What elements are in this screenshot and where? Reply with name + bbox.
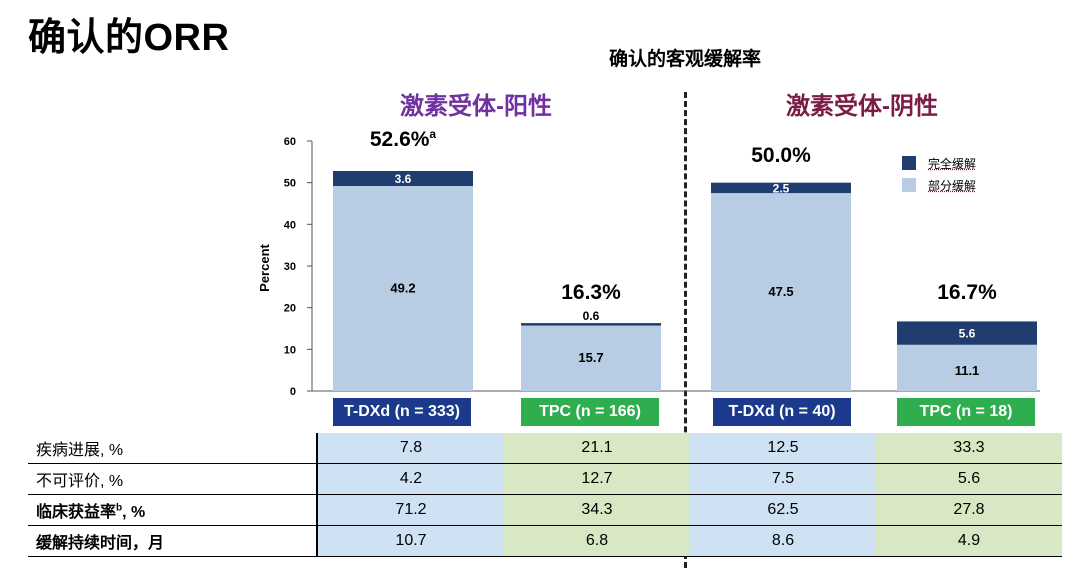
chart-legend: 完全缓解 部分缓解: [902, 152, 976, 196]
bar-complete-response: [521, 323, 661, 326]
table-cell: 12.5: [690, 433, 876, 464]
group-tag-tpc-neg: TPC (n = 18): [897, 398, 1035, 426]
table-cell: 33.3: [876, 433, 1062, 464]
page-title: 确认的ORR: [28, 17, 230, 59]
table-row: 临床获益率b, % 71.2 34.3 62.5 27.8: [28, 494, 1062, 526]
chart-subtitle: 确认的客观缓解率: [608, 49, 761, 70]
bar-label-complete: 2.5: [773, 181, 790, 195]
y-tick-label: 40: [284, 219, 296, 231]
outcomes-table: 疾病进展, % 7.8 21.1 12.5 33.3 不可评价, % 4.2 1…: [28, 433, 1062, 557]
group-tag-tdxd-pos: T-DXd (n = 333): [333, 398, 471, 426]
table-cell: 7.5: [690, 463, 876, 495]
table-cell: 8.6: [690, 525, 876, 557]
bar-label-partial: 49.2: [390, 281, 415, 296]
panel-title-hr-positive: 激素受体-阳性: [400, 93, 552, 120]
bar-partial-response: [711, 193, 851, 391]
legend-label-complete: 完全缓解: [928, 156, 977, 171]
bar-total-label: 50.0%: [751, 144, 811, 167]
y-tick-label: 50: [284, 178, 296, 190]
y-tick-label: 10: [284, 344, 296, 356]
y-tick-label: 30: [284, 261, 296, 273]
legend-item-partial: 部分缓解: [902, 174, 976, 196]
table-cell: 62.5: [690, 494, 876, 526]
bar-complete-response: [711, 182, 851, 194]
row-label: 缓解持续时间，月: [28, 525, 318, 557]
table-cell: 6.8: [504, 525, 690, 557]
group-tag-tdxd-neg: T-DXd (n = 40): [713, 398, 851, 426]
row-label: 不可评价, %: [28, 463, 318, 495]
panel-divider: [684, 92, 687, 568]
bar-complete-response: [333, 171, 473, 186]
y-tick-label: 60: [284, 136, 296, 148]
row-label: 疾病进展, %: [28, 433, 318, 464]
table-cell: 34.3: [504, 494, 690, 526]
legend-swatch-partial: [902, 178, 916, 192]
bar-total-label: 16.7%: [937, 281, 997, 304]
bar-label-partial: 47.5: [768, 284, 793, 299]
table-row: 不可评价, % 4.2 12.7 7.5 5.6: [28, 463, 1062, 495]
table-cell: 12.7: [504, 463, 690, 495]
bar-label-complete: 0.6: [583, 309, 600, 323]
bar-complete-response: [897, 321, 1037, 345]
row-label-suffix: , %: [122, 504, 146, 521]
table-cell: 21.1: [504, 433, 690, 464]
table-cell: 4.2: [317, 463, 504, 495]
bar-total-label: 16.3%: [561, 281, 621, 304]
row-label-text: 临床获益率: [36, 504, 117, 521]
bar-total-label: 52.6%a: [370, 127, 437, 151]
bar-partial-response: [897, 344, 1037, 391]
y-tick-label: 20: [284, 303, 296, 315]
total-superscript: a: [429, 127, 436, 141]
table-cell: 27.8: [876, 494, 1062, 526]
table-cell: 10.7: [317, 525, 504, 557]
row-label-superscript: b: [116, 502, 123, 514]
bar-label-complete: 5.6: [959, 327, 976, 341]
table-row: 缓解持续时间，月 10.7 6.8 8.6 4.9: [28, 525, 1062, 557]
bar-label-partial: 11.1: [955, 363, 980, 378]
table-cell: 5.6: [876, 463, 1062, 495]
group-tag-tpc-pos: TPC (n = 166): [521, 398, 659, 426]
legend-swatch-complete: [902, 156, 916, 170]
bar-label-complete: 3.6: [395, 172, 412, 186]
bar-partial-response: [521, 325, 661, 391]
legend-label-partial: 部分缓解: [928, 178, 977, 193]
table-row: 疾病进展, % 7.8 21.1 12.5 33.3: [28, 433, 1062, 464]
row-label: 临床获益率b, %: [28, 494, 318, 526]
panel-title-hr-negative: 激素受体-阴性: [786, 93, 938, 120]
bar-partial-response: [333, 186, 473, 391]
y-axis-label: Percent: [257, 243, 272, 291]
table-cell: 7.8: [317, 433, 504, 464]
y-tick-label: 0: [290, 386, 296, 398]
table-cell: 71.2: [317, 494, 504, 526]
bar-label-partial: 15.7: [578, 350, 603, 365]
legend-item-complete: 完全缓解: [902, 152, 976, 174]
table-cell: 4.9: [876, 525, 1062, 557]
